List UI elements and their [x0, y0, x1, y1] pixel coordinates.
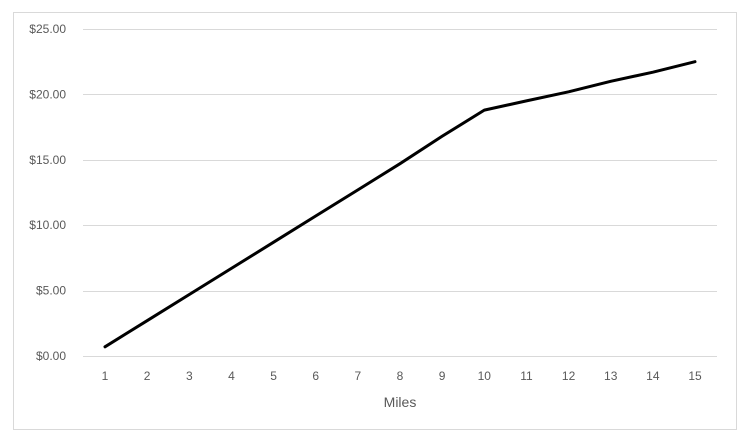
x-tick-label: 12	[562, 369, 576, 383]
x-tick-label: 4	[228, 369, 235, 383]
x-tick-label: 11	[520, 369, 533, 383]
x-tick-label: 1	[102, 369, 109, 383]
gridlines	[83, 29, 717, 292]
x-tick-label: 2	[144, 369, 151, 383]
y-tick-label: $5.00	[36, 284, 66, 298]
y-tick-label: $25.00	[29, 22, 66, 36]
y-tick-label: $15.00	[29, 153, 66, 167]
x-tick-label: 14	[646, 369, 660, 383]
series-line	[103, 60, 697, 349]
chart-frame	[13, 12, 737, 430]
x-tick-label: 5	[270, 369, 277, 383]
x-tick-label: 6	[312, 369, 319, 383]
x-axis-labels: 1 2 3 4 5 6 7 8 9 10 11 12 13 14 15	[102, 369, 702, 383]
x-tick-label: 10	[478, 369, 492, 383]
x-tick-label: 3	[186, 369, 193, 383]
y-tick-label: $10.00	[29, 218, 66, 232]
x-tick-label: 15	[688, 369, 702, 383]
x-tick-label: 7	[355, 369, 362, 383]
x-tick-label: 9	[439, 369, 446, 383]
y-tick-label: $20.00	[29, 87, 66, 101]
series-group	[103, 60, 697, 349]
y-axis-labels: $0.00 $5.00 $10.00 $15.00 $20.00 $25.00	[29, 22, 66, 363]
x-tick-label: 13	[604, 369, 618, 383]
x-tick-label: 8	[397, 369, 404, 383]
x-axis-title: Miles	[384, 394, 417, 410]
y-tick-label: $0.00	[36, 349, 66, 363]
